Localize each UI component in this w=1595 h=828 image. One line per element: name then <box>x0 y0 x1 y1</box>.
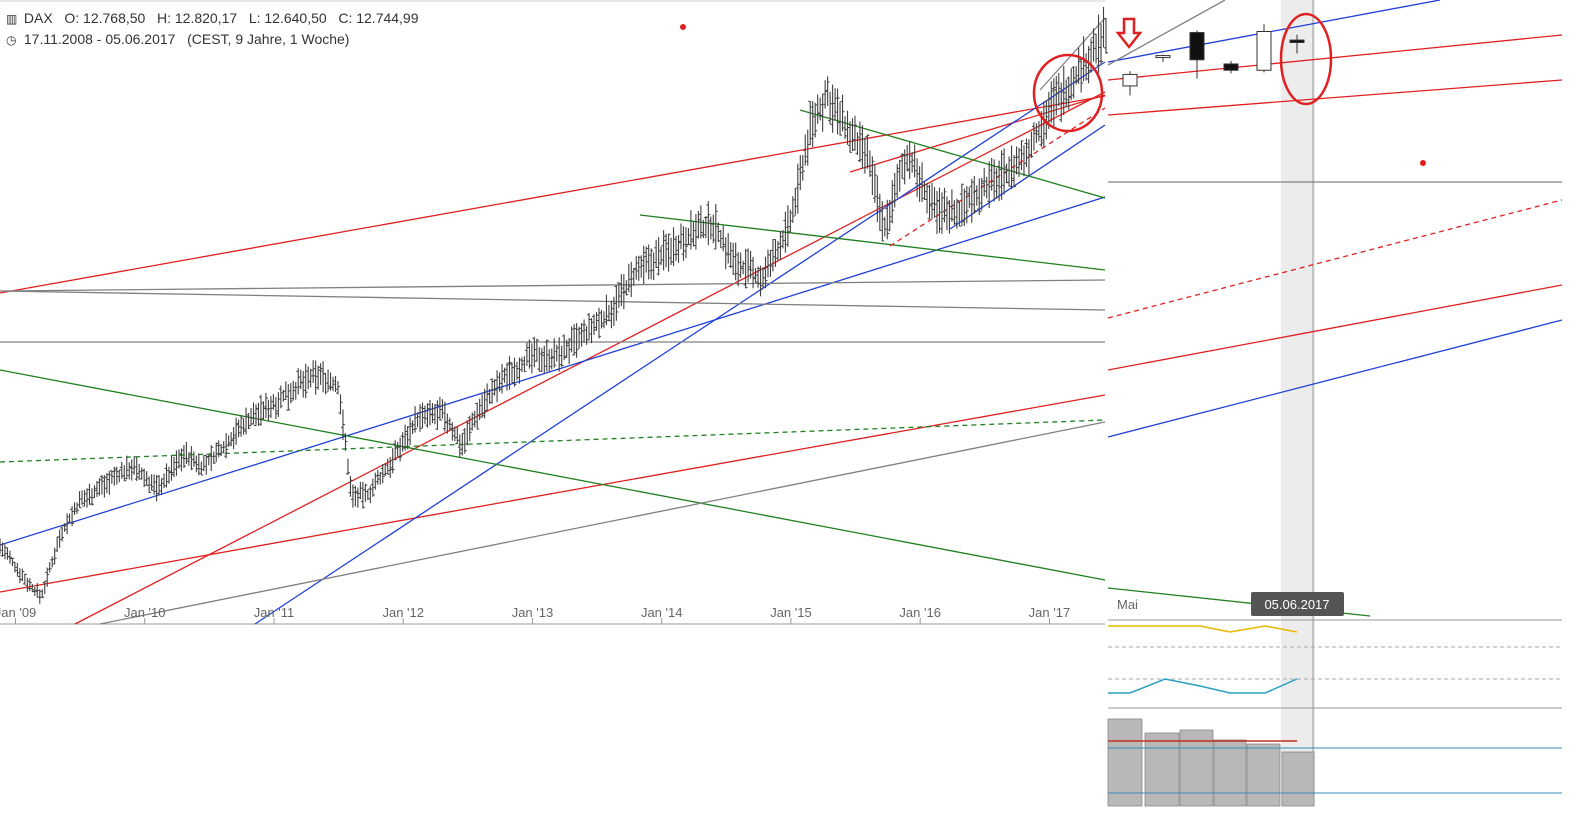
marker-dot-main <box>680 24 686 30</box>
indicator-yellow-line <box>1108 625 1298 633</box>
zoom-candles <box>1122 24 1305 96</box>
trend-line <box>254 61 1106 625</box>
x-tick-label: Jan '14 <box>641 605 683 620</box>
trend-line <box>849 94 1106 173</box>
volume-bar <box>1246 743 1281 807</box>
zoom-candle-body <box>1155 55 1171 59</box>
indicator-pane <box>1108 625 1562 709</box>
chart-header: ▥ DAX O: 12.768,50 H: 12.820,17 L: 12.64… <box>6 8 419 50</box>
x-tick-label: Jan '10 <box>124 605 166 620</box>
x-tick-label: Jan '12 <box>382 605 424 620</box>
zoom-trend-line <box>1107 34 1563 81</box>
trend-line <box>0 369 1106 581</box>
highlight-circle-zoom <box>1279 12 1333 106</box>
marker-dot-zoom <box>1420 160 1426 166</box>
details-label: (CEST, 9 Jahre, 1 Woche) <box>187 31 350 47</box>
period-label: 17.11.2008 - 05.06.2017 <box>23 31 176 47</box>
trend-line <box>0 279 1106 292</box>
x-axis-ticks: Jan '09 Jan '10 Jan '11 Jan '12 Jan '13 Jan '… <box>0 605 1070 624</box>
symbol-row: ▥ DAX O: 12.768,50 H: 12.820,17 L: 12.64… <box>6 8 419 29</box>
zoom-candle-body <box>1289 39 1305 43</box>
crosshair-band <box>1281 0 1315 806</box>
down-arrow-icon <box>1115 17 1143 50</box>
volume-bar <box>1107 718 1143 807</box>
zoom-trend-line <box>1107 199 1563 319</box>
zoom-panel[interactable]: Mai 05.06.2017 <box>1107 0 1563 807</box>
trend-line <box>1039 17 1106 91</box>
volume-bar <box>1281 751 1315 807</box>
trend-line <box>0 394 1106 593</box>
highlight-circle-main <box>1032 53 1104 133</box>
zoom-trend-line <box>1107 284 1563 371</box>
trend-line <box>99 421 1106 625</box>
period-row: ◷ 17.11.2008 - 05.06.2017 (CEST, 9 Jahre… <box>6 29 419 50</box>
indicator-teal-line <box>1108 678 1298 694</box>
x-tick-label: Jan '15 <box>770 605 812 620</box>
trend-line <box>0 196 1106 546</box>
zoom-candle-body <box>1189 32 1205 61</box>
zoom-trend-line <box>1107 0 1441 63</box>
date-badge-label: 05.06.2017 <box>1264 597 1329 612</box>
zoom-trend-lines <box>1107 0 1563 617</box>
x-tick-label: Jan '16 <box>899 605 941 620</box>
clock-icon: ◷ <box>6 33 17 47</box>
volume-bar <box>1213 739 1247 807</box>
ohlc-label: O: 12.768,50 H: 12.820,17 L: 12.640,50 C… <box>64 10 419 26</box>
symbol-label: DAX <box>23 10 53 26</box>
trend-lines <box>0 17 1106 625</box>
trend-line <box>0 290 1106 311</box>
zoom-trend-line <box>1107 0 1226 66</box>
x-tick-label: Jan '09 <box>0 605 36 620</box>
date-badge: 05.06.2017 <box>1251 592 1344 616</box>
zoom-month-label: Mai <box>1117 597 1138 612</box>
trend-line <box>949 124 1106 230</box>
trend-line <box>74 91 1106 625</box>
candles-icon: ▥ <box>6 12 18 26</box>
trend-line <box>639 214 1106 271</box>
trend-line-dashed <box>889 107 1106 247</box>
x-tick-label: Jan '11 <box>254 605 295 620</box>
zoom-candle-body <box>1256 31 1272 71</box>
trend-line <box>0 95 1106 294</box>
zoom-trend-line <box>1107 79 1563 116</box>
main-plot-area[interactable]: Jan '09 Jan '10 Jan '11 Jan '12 Jan '13 Jan '… <box>0 0 1108 625</box>
x-tick-label: Jan '13 <box>512 605 554 620</box>
volume-bar <box>1144 732 1180 807</box>
zoom-candle-body <box>1122 73 1138 87</box>
zoom-candle-body <box>1223 63 1239 71</box>
price-bars <box>0 6 1108 604</box>
zoom-trend-line <box>1107 319 1563 438</box>
x-tick-label: Jan '17 <box>1029 605 1071 620</box>
